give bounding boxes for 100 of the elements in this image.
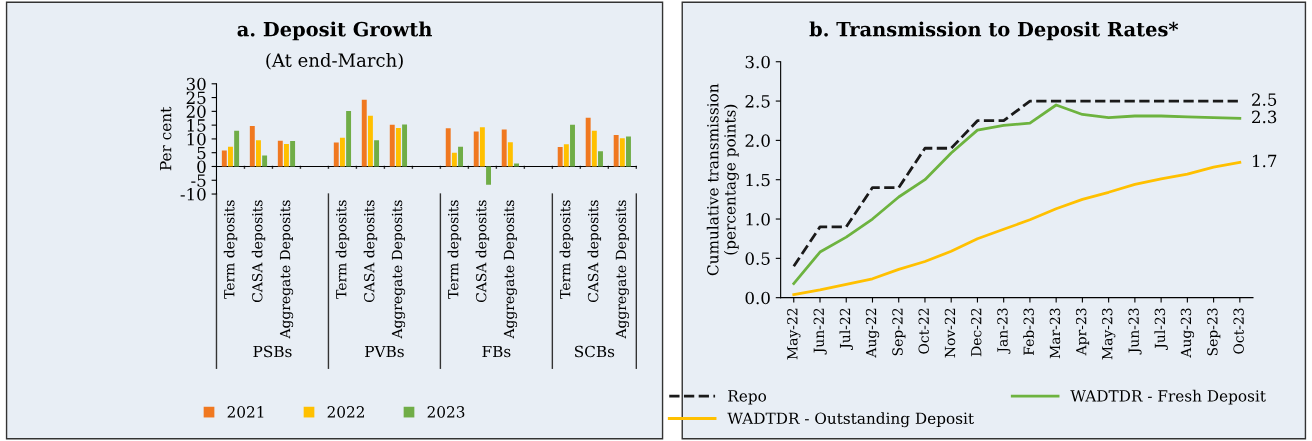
x-tick-label: Apr-23 (1075, 308, 1090, 356)
bar (473, 131, 479, 167)
bar (557, 146, 563, 167)
legend-label: Repo (728, 390, 767, 405)
bar (374, 140, 380, 167)
bar (234, 130, 240, 167)
bar (458, 146, 464, 167)
annotation: 1.7 (1252, 154, 1277, 168)
legend-label: WADTDR - Fresh Deposit (1070, 389, 1266, 405)
x-tick-label: May-22 (787, 308, 801, 360)
x-tick-label: Oct-22 (918, 308, 929, 354)
x-tick-label: Aggregate Deposits (615, 200, 630, 339)
y-tick-label: 0.0 (745, 291, 770, 305)
y-tick-label: 2.5 (745, 95, 770, 108)
bar (570, 124, 575, 167)
x-tick-label: Aug-23 (1180, 308, 1195, 358)
chart-subtitle: (At end-March) (266, 53, 403, 70)
y-tick-label: 0.5 (745, 252, 770, 265)
bar (290, 141, 296, 167)
text: FBs (482, 345, 511, 358)
x-tick-label: Oct-23 (1233, 308, 1244, 354)
x-tick-label: Aggregate Deposits (391, 200, 406, 339)
text: PSBs (253, 345, 292, 358)
bar (277, 140, 283, 167)
x-tick-label: May-23 (1101, 308, 1116, 360)
bar (333, 142, 339, 167)
bar (445, 128, 451, 167)
legend-label: 2023 (427, 406, 465, 418)
bar (283, 143, 289, 167)
x-tick-label: CASA deposits (587, 200, 602, 303)
bar (563, 144, 569, 167)
bar (501, 129, 507, 167)
x-tick-label: CASA deposits (475, 200, 490, 303)
bar (346, 111, 352, 167)
bar (262, 155, 268, 167)
bar (256, 140, 261, 167)
x-tick-label: Term deposits (335, 200, 350, 299)
x-tick-label: Feb-23 (1023, 308, 1034, 355)
legend-label: WADTDR - Outstanding Deposit (727, 412, 974, 428)
y-tick-label: 20 (186, 105, 206, 118)
bar (619, 138, 625, 167)
bar (486, 166, 491, 185)
bar (507, 142, 513, 167)
y-tick-label: 10 (187, 132, 206, 146)
y-tick-label: 2.0 (745, 134, 770, 147)
bar (389, 124, 395, 167)
chart-title: a. Deposit Growth (237, 21, 432, 41)
x-tick-label: Jul-22 (839, 308, 853, 350)
x-tick-label: Jan-23 (997, 308, 1011, 354)
bar (339, 137, 345, 167)
y-tick-label: -5 (191, 174, 206, 187)
x-tick-label: Aggregate Deposits (503, 200, 518, 339)
bar (367, 115, 373, 167)
text: SCBs (575, 345, 615, 358)
legend-label: 2022 (327, 406, 364, 418)
y-tick-label: 15 (187, 119, 206, 132)
line-series (792, 161, 1242, 296)
bar (402, 124, 408, 167)
x-tick-label: Aug-22 (865, 308, 880, 358)
x-tick-label: Sep-23 (1207, 308, 1221, 356)
text: PVBs (365, 345, 404, 358)
bar (585, 117, 591, 167)
x-tick-label: Jun-22 (813, 308, 827, 355)
x-tick-label: CASA deposits (363, 200, 378, 303)
x-tick-label: Term deposits (447, 200, 462, 299)
y-axis-title: Per cent (160, 106, 172, 171)
y-tick-label: 3.0 (745, 55, 770, 69)
bar (249, 125, 255, 167)
y-tick-label: 25 (186, 91, 206, 105)
x-tick-label: Dec-22 (970, 308, 982, 357)
x-tick-label: Term deposits (559, 200, 574, 299)
bar (451, 152, 457, 167)
bar (591, 130, 597, 167)
y-tick-label: -10 (180, 188, 206, 201)
annotation: 2.3 (1252, 110, 1277, 124)
x-tick-label: Mar-23 (1049, 308, 1061, 359)
y-tick-label: 5 (197, 146, 206, 160)
bar (228, 146, 233, 167)
x-tick-label: CASA deposits (251, 200, 266, 303)
x-tick-label: Nov-22 (944, 308, 956, 358)
y-tick-label: 30 (186, 77, 206, 91)
bar (221, 150, 227, 167)
x-tick-label: Aggregate Deposits (279, 200, 294, 339)
y-tick-label: 1.5 (746, 173, 770, 187)
bar (514, 163, 519, 167)
x-tick-label: Jul-23 (1154, 308, 1168, 350)
chart-title: b. Transmission to Deposit Rates* (809, 21, 1179, 41)
x-tick-label: Sep-22 (892, 308, 906, 356)
y-tick-label: 1.0 (746, 212, 770, 226)
annotation: 2.5 (1252, 93, 1277, 106)
x-tick-label: Jun-23 (1128, 308, 1142, 355)
bar (613, 135, 619, 167)
y-axis-title: Cumulative transmission (percentage points) (706, 83, 739, 276)
bar (479, 127, 485, 167)
bar (395, 127, 401, 167)
x-tick-label: Term deposits (223, 200, 238, 299)
bar (361, 99, 367, 167)
legend-label: 2021 (227, 406, 264, 418)
y-tick-label: 0 (197, 160, 206, 174)
bar (598, 151, 603, 167)
